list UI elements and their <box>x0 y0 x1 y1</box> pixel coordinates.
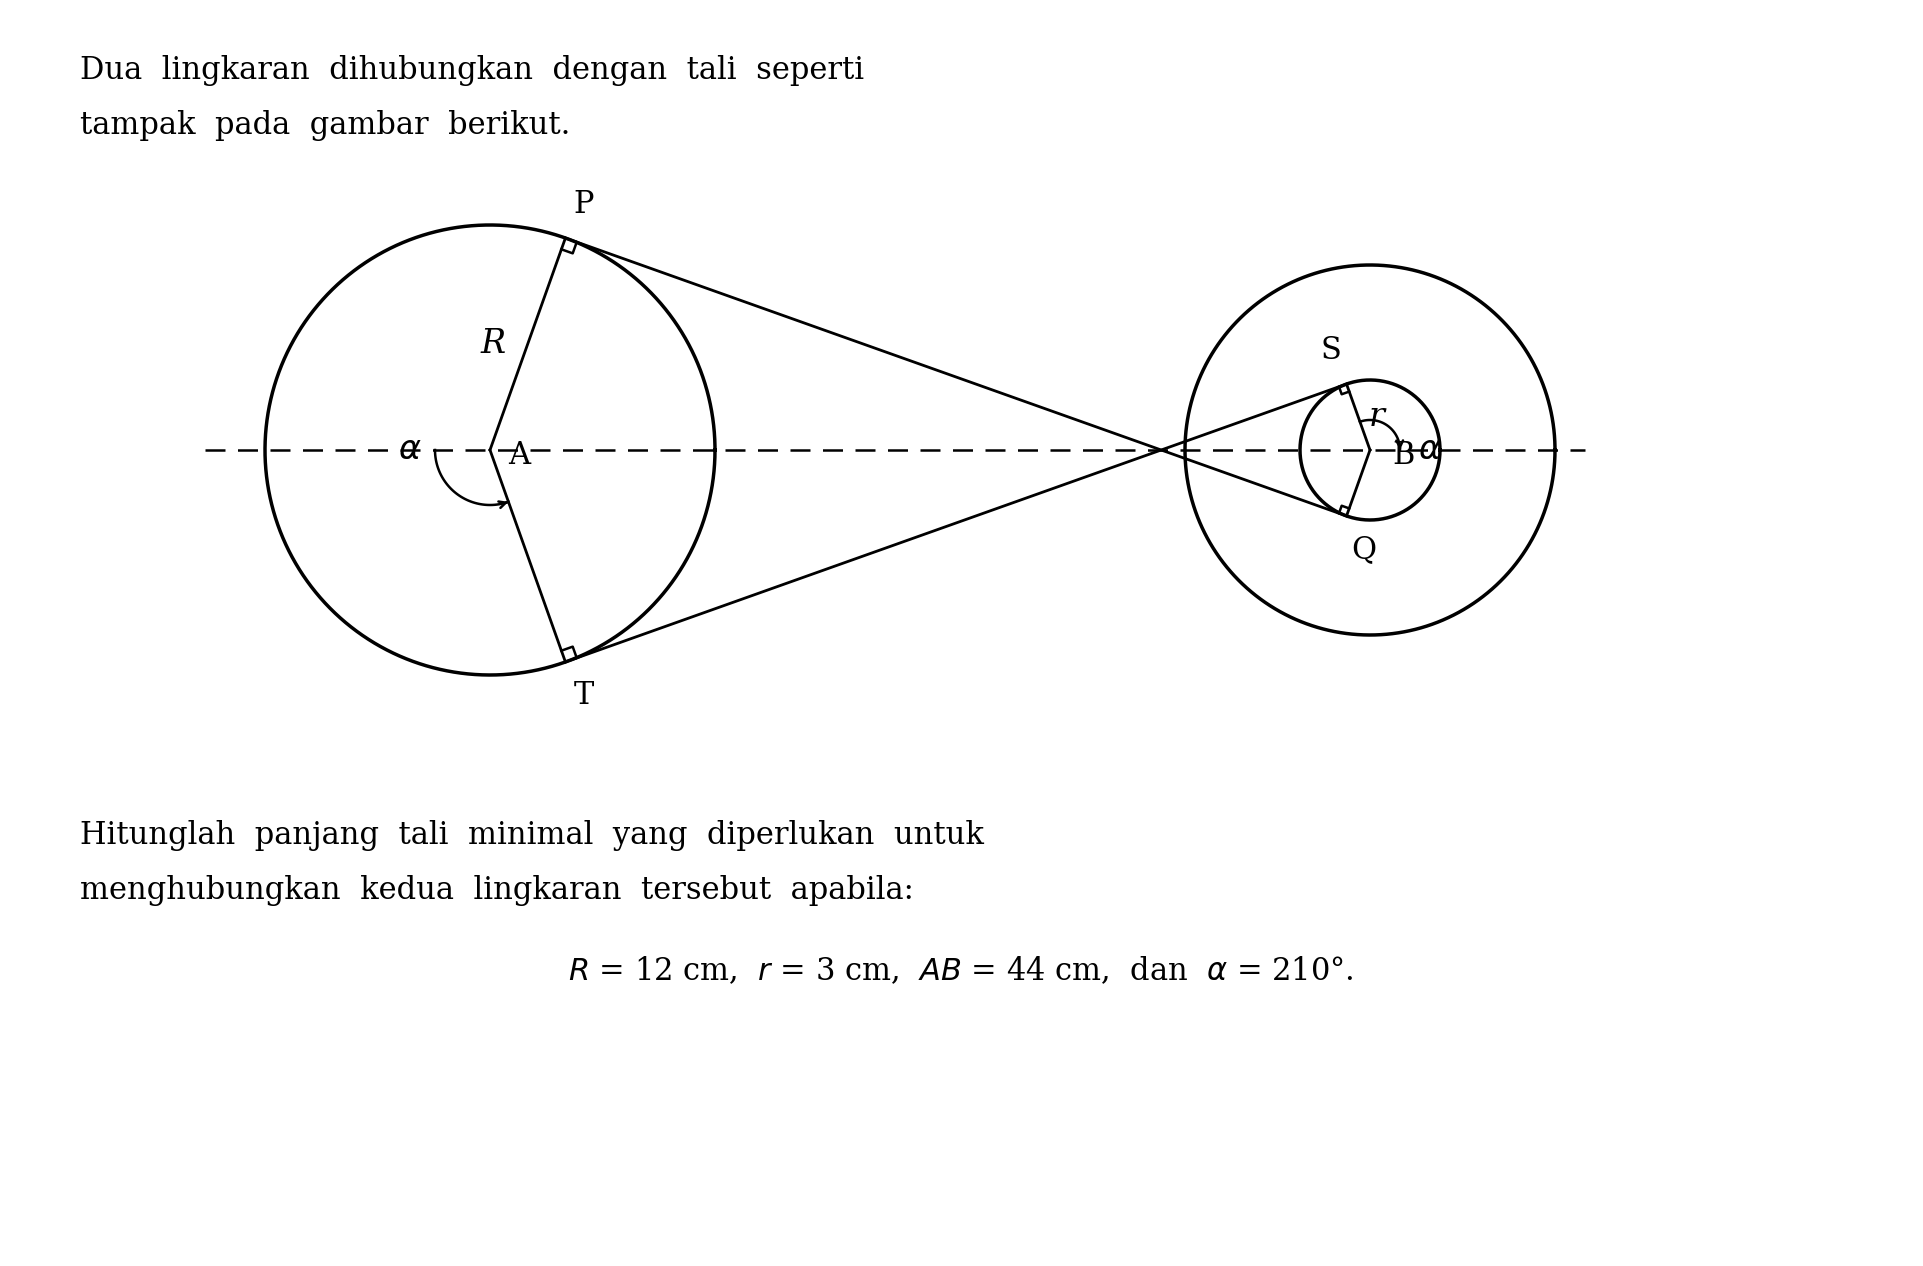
Text: $\alpha$: $\alpha$ <box>398 434 421 466</box>
Text: tampak  pada  gambar  berikut.: tampak pada gambar berikut. <box>81 110 571 141</box>
Text: R: R <box>481 328 506 360</box>
Text: menghubungkan  kedua  lingkaran  tersebut  apabila:: menghubungkan kedua lingkaran tersebut a… <box>81 875 913 906</box>
Text: S: S <box>1321 335 1342 366</box>
Text: A: A <box>508 439 531 471</box>
Text: Dua  lingkaran  dihubungkan  dengan  tali  seperti: Dua lingkaran dihubungkan dengan tali se… <box>81 54 863 86</box>
Text: $R$ = 12 cm,  $r$ = 3 cm,  $AB$ = 44 cm,  dan  $\alpha$ = 210°.: $R$ = 12 cm, $r$ = 3 cm, $AB$ = 44 cm, d… <box>567 955 1354 986</box>
Text: $\alpha$: $\alpha$ <box>1417 434 1442 466</box>
Text: r: r <box>1369 401 1385 433</box>
Text: B: B <box>1392 439 1415 471</box>
Text: T: T <box>573 680 594 711</box>
Text: P: P <box>573 189 594 220</box>
Text: Q: Q <box>1352 534 1377 565</box>
Text: Hitunglah  panjang  tali  minimal  yang  diperlukan  untuk: Hitunglah panjang tali minimal yang dipe… <box>81 820 985 851</box>
